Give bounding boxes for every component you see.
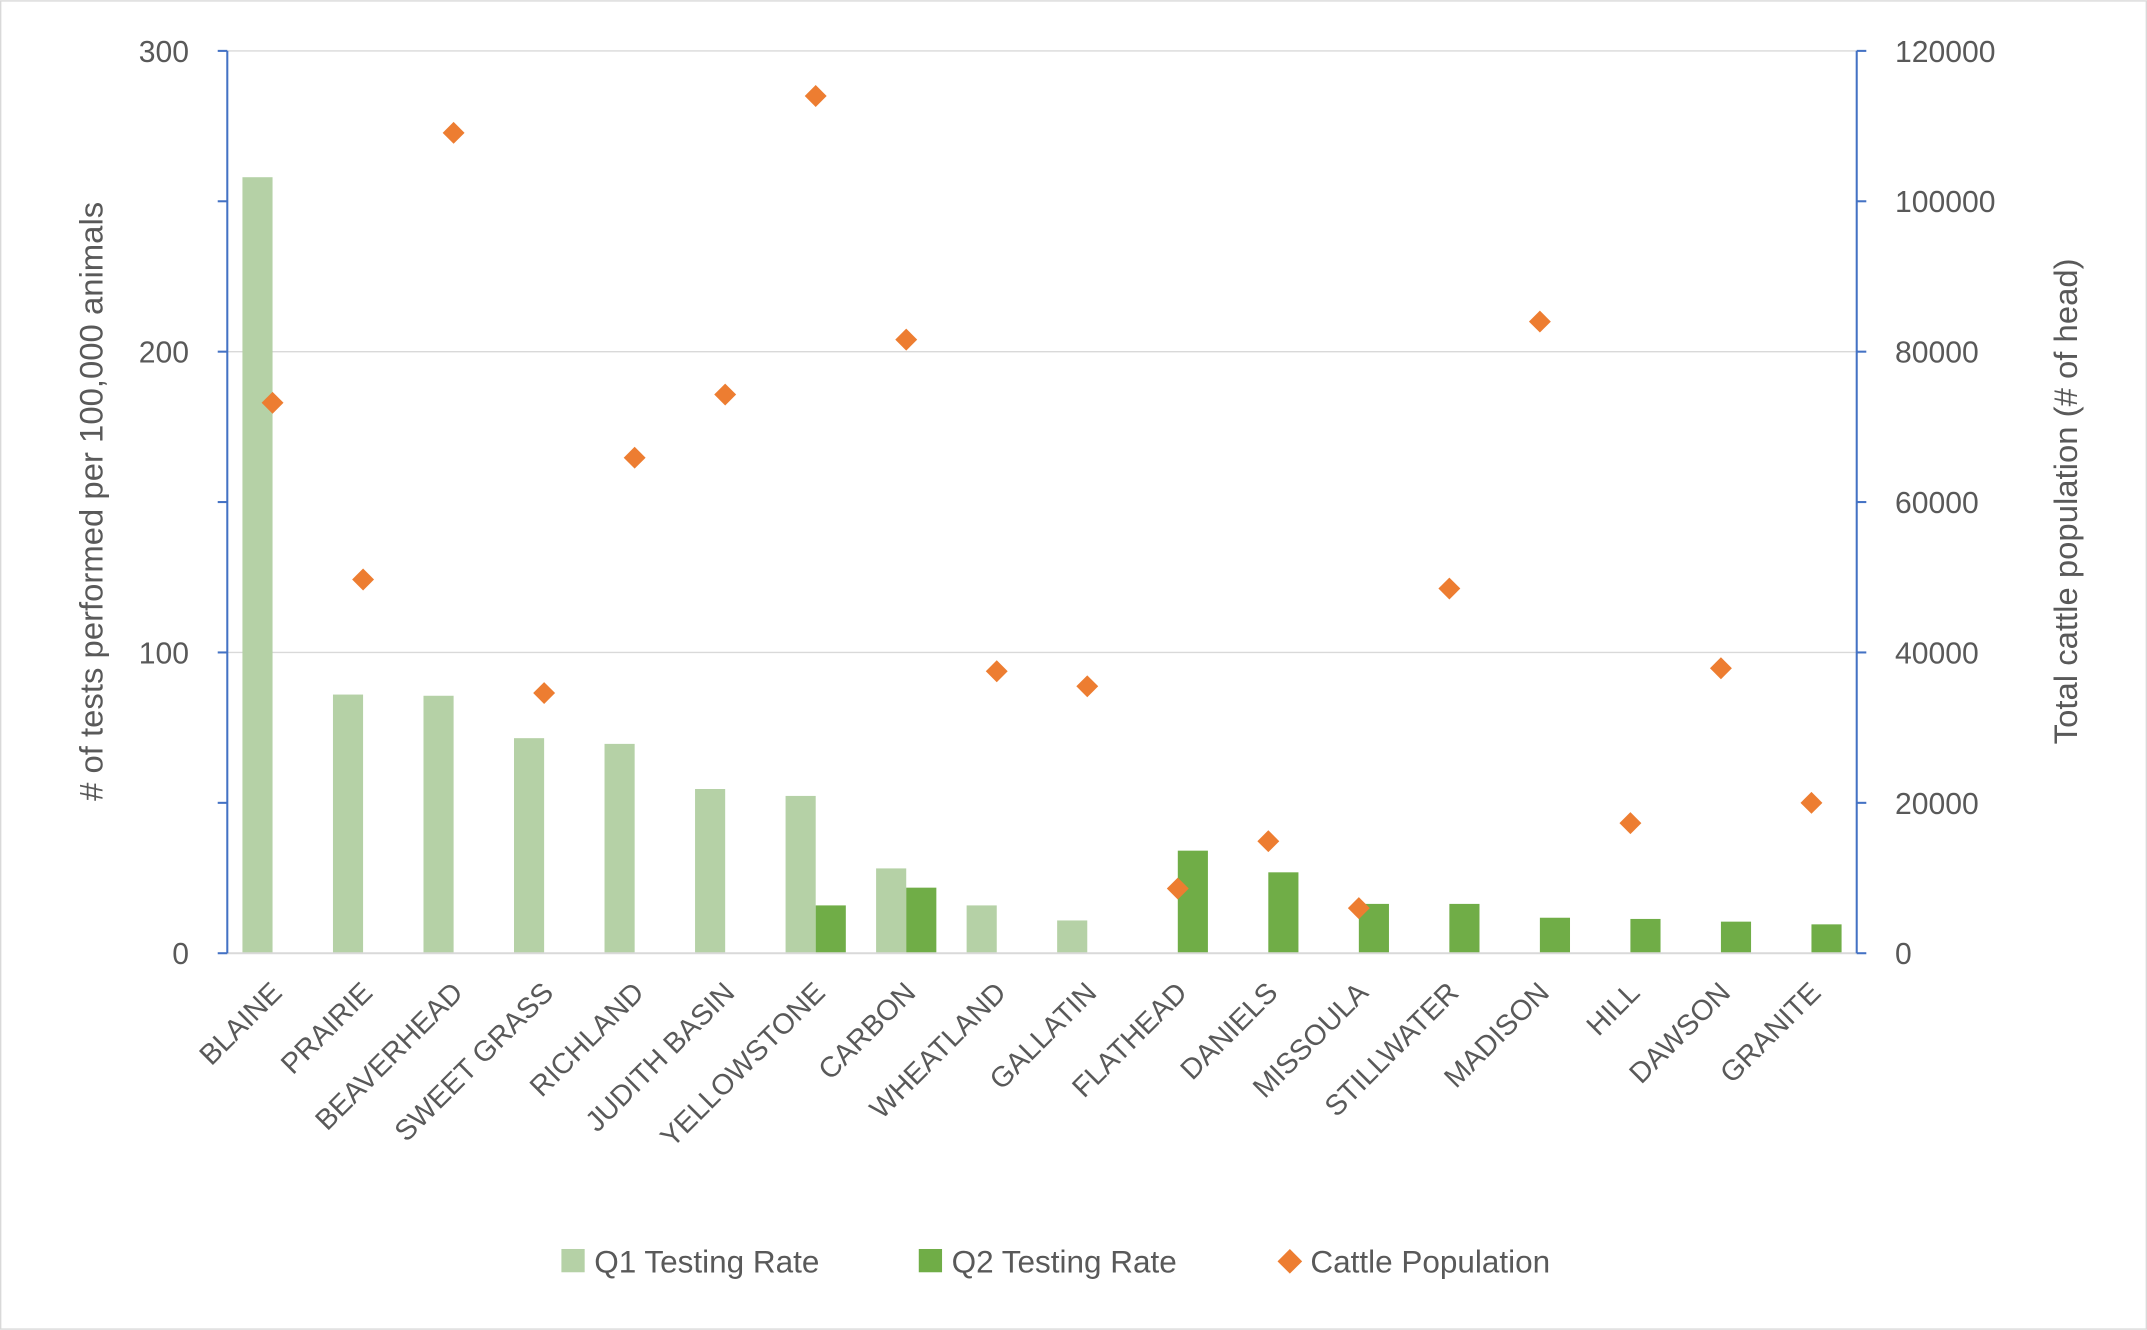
bar-q1-judith-basin	[695, 789, 726, 954]
bar-q2-flathead	[1177, 850, 1208, 954]
bar-q2-yellowstone	[815, 905, 846, 954]
bar-q1-carbon	[876, 868, 907, 954]
point-cattle-hill	[1619, 812, 1642, 835]
point-cattle-yellowstone	[804, 85, 827, 107]
legend-swatch-q1	[561, 1248, 585, 1273]
legend: Q1 Testing Rate Q2 Testing Rate Cattle Pop…	[561, 1243, 1550, 1279]
y-axis-title: # of tests performed per 100,000 animals	[73, 202, 110, 801]
bar-q2-daniels	[1268, 872, 1299, 954]
point-cattle-blaine	[261, 391, 284, 414]
bar-q1-prairie	[332, 694, 364, 954]
bars	[242, 177, 1842, 954]
y2-tick-label: 80000	[1895, 337, 1979, 370]
bar-q2-carbon	[906, 887, 937, 954]
point-cattle-missoula	[1347, 897, 1370, 920]
point-cattle-dawson	[1709, 657, 1732, 680]
y2-tick-label: 120000	[1895, 36, 1995, 69]
point-cattle-sweet-grass	[533, 682, 556, 705]
y2-tick-label: 20000	[1895, 788, 1979, 821]
bar-q2-dawson	[1720, 921, 1752, 954]
scatter-points	[261, 85, 1823, 920]
legend-label-q2: Q2 Testing Rate	[952, 1243, 1177, 1279]
point-cattle-judith-basin	[714, 383, 737, 406]
y-tick-label: 0	[172, 938, 189, 971]
bar-q1-blaine	[242, 177, 273, 954]
point-cattle-flathead	[1166, 877, 1189, 900]
bar-q1-beaverhead	[423, 695, 454, 954]
point-cattle-prairie	[352, 568, 375, 591]
point-cattle-wheatland	[985, 660, 1008, 683]
bar-q2-stillwater	[1449, 903, 1480, 954]
y2-tick-label: 60000	[1895, 487, 1979, 520]
y2-tick-label: 0	[1895, 938, 1912, 971]
y2-tick-label: 100000	[1895, 186, 1995, 219]
bar-q2-hill	[1630, 918, 1661, 954]
y2-axis-title: Total cattle population (# of head)	[2047, 258, 2084, 744]
legend-label-cattle: Cattle Population	[1310, 1243, 1550, 1279]
point-cattle-richland	[623, 446, 646, 469]
bar-q1-wheatland	[966, 905, 997, 954]
point-cattle-carbon	[895, 328, 918, 351]
y-tick-label: 100	[139, 637, 189, 670]
legend-swatch-q2	[918, 1248, 943, 1273]
y2-tick-label: 40000	[1895, 637, 1979, 670]
bar-q1-yellowstone	[785, 795, 816, 954]
bar-q1-sweet-grass	[514, 738, 545, 954]
axes	[217, 49, 1867, 955]
point-cattle-gallatin	[1076, 675, 1099, 698]
point-cattle-stillwater	[1438, 577, 1461, 600]
bar-q2-granite	[1811, 924, 1842, 954]
y-tick-label: 300	[139, 36, 189, 69]
y-tick-label: 200	[139, 337, 189, 370]
bar-q2-madison	[1539, 917, 1571, 954]
bar-q1-richland	[604, 743, 635, 954]
point-cattle-daniels	[1257, 830, 1280, 853]
point-cattle-granite	[1800, 791, 1823, 814]
legend-label-q1: Q1 Testing Rate	[594, 1243, 819, 1279]
bar-q1-gallatin	[1057, 920, 1088, 954]
tick-labels: 0 100 200 300 0 20000 40000 60000 80000 100000 120…	[139, 36, 1996, 971]
gridlines	[227, 50, 1857, 654]
